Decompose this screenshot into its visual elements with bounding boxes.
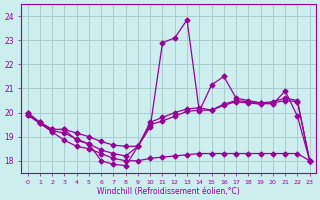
X-axis label: Windchill (Refroidissement éolien,°C): Windchill (Refroidissement éolien,°C) — [97, 187, 240, 196]
